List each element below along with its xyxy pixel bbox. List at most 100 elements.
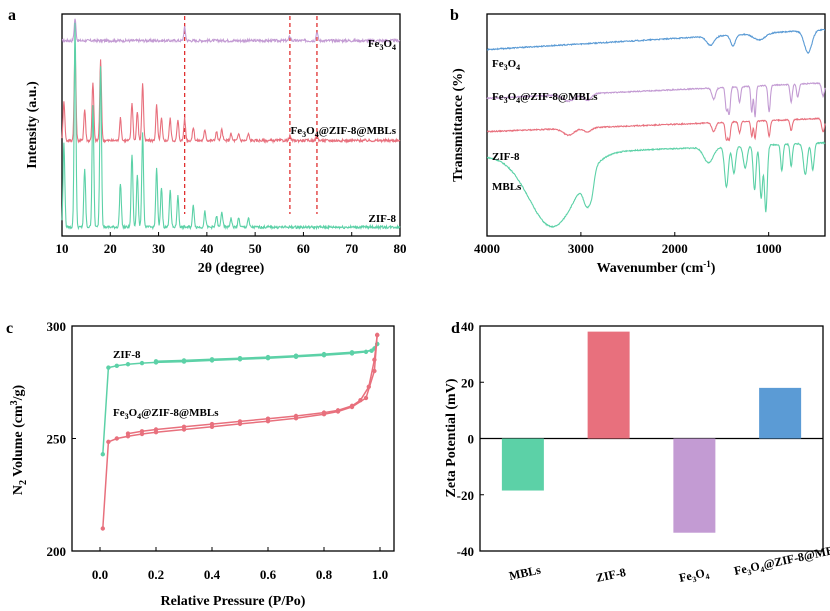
xrd-series-1 <box>61 47 401 145</box>
x-tick-label: 20 <box>104 241 117 256</box>
isotherm-point <box>335 408 341 413</box>
panel-b-y-axis-label: Transmittance (%) <box>451 68 466 182</box>
panel-d-zeta-chart: d -40 -20 0 20 40 MBLs ZIF-8 Fe3O4 Fe3O4@ZIF-8@… <box>444 319 830 587</box>
x-tick-label: 0.2 <box>148 567 164 582</box>
y-tick-label: 20 <box>461 375 474 390</box>
isotherm-point <box>237 419 243 424</box>
x-tick-label: 10 <box>56 241 69 256</box>
x-tick-label: 0.8 <box>316 567 333 582</box>
isotherm-point <box>125 431 131 436</box>
category-label-0: MBLs <box>508 563 543 583</box>
y-tick-label: 200 <box>47 544 67 559</box>
series-label-fe3o4-zif8-mbls: Fe3O4@ZIF-8@MBLs <box>113 407 219 421</box>
isotherm-point <box>181 358 187 363</box>
x-tick-label: 50 <box>249 241 262 256</box>
panel-d-letter: d <box>451 320 460 337</box>
ftir-series-2 <box>487 117 826 142</box>
x-tick-label: 2000 <box>662 241 688 256</box>
series-label-fe3o4: Fe3O4 <box>368 38 396 52</box>
isotherm-point <box>372 368 377 374</box>
isotherm-point <box>293 413 299 419</box>
y-tick-label: 0 <box>468 432 475 447</box>
y-tick-label: 40 <box>461 319 474 334</box>
isotherm-adsorption-line-0 <box>102 343 378 455</box>
x-tick-label: 0.4 <box>204 567 221 582</box>
category-label-2: Fe3O4 <box>678 565 711 587</box>
x-tick-label: 0.0 <box>92 567 108 582</box>
isotherm-point <box>114 363 120 369</box>
isotherm-point <box>366 384 371 389</box>
series-label-zif8: ZIF-8 <box>492 151 520 163</box>
series-label-fe3o4-zif8-mbls: Fe3O4@ZIF-8@MBLs <box>291 125 397 139</box>
ftir-series-0 <box>486 28 825 55</box>
isotherm-point <box>265 354 271 360</box>
isotherm-point <box>153 427 159 432</box>
xrd-series-0 <box>61 18 401 44</box>
panel-c-series <box>100 332 380 531</box>
isotherm-point <box>358 398 363 403</box>
x-tick-label: 1.0 <box>372 567 388 582</box>
panel-d-bars <box>480 331 823 533</box>
x-tick-label: 3000 <box>568 241 594 256</box>
isotherm-point <box>372 357 377 362</box>
panel-c-letter: c <box>6 320 13 337</box>
panel-b-x-axis-label: Wavenumber (cm-1) <box>597 259 716 276</box>
bar-fe3o4-zif-8-mbls <box>759 387 802 439</box>
panel-d-category-labels: MBLs ZIF-8 Fe3O4 Fe3O4@ZIF-8@MBLs <box>508 540 830 587</box>
panel-c-x-axis-label: Relative Pressure (P/Po) <box>161 594 306 609</box>
isotherm-point <box>237 355 243 361</box>
ftir-series-1 <box>486 82 826 118</box>
series-label-zif8: ZIF-8 <box>113 349 141 361</box>
y-tick-label: 300 <box>47 319 67 334</box>
isotherm-point <box>114 436 120 441</box>
category-label-3: Fe3O4@ZIF-8@MBLs <box>733 540 830 579</box>
panel-c-x-ticks: 0.0 0.2 0.4 0.6 0.8 1.0 <box>92 547 388 582</box>
isotherm-point <box>265 416 271 421</box>
bar-mbls <box>501 438 544 491</box>
isotherm-point <box>125 362 131 367</box>
series-label-mbls: MBLs <box>492 181 522 193</box>
bar-zif-8 <box>587 331 630 439</box>
isotherm-point <box>369 348 374 353</box>
isotherm-point <box>349 350 355 355</box>
panel-a-x-axis-label: 2θ (degree) <box>198 261 265 276</box>
panel-b-x-ticks: 4000 3000 2000 1000 <box>474 232 782 256</box>
isotherm-point <box>349 403 355 409</box>
isotherm-point <box>363 395 369 401</box>
x-tick-label: 40 <box>200 241 213 256</box>
isotherm-point <box>100 452 106 457</box>
xrd-series-2 <box>61 22 401 231</box>
panel-c-y-ticks: 200 250 300 <box>47 319 76 559</box>
isotherm-point <box>209 357 215 362</box>
series-label-zif8: ZIF-8 <box>369 213 397 225</box>
panel-c-y-axis-label: N2 Volume (cm3/g) <box>9 384 29 495</box>
isotherm-desorption-line-0 <box>155 343 378 363</box>
panel-c-isotherm-chart: c 0.0 0.2 0.4 0.6 0.8 1.0 200 250 300 ZIF-8 Fe3O… <box>6 319 395 609</box>
y-tick-label: -20 <box>457 488 474 503</box>
panel-b-ftir-chart: b 4000 3000 2000 1000 Fe3O4 Fe3O4@ZIF-8@MBLs… <box>450 7 826 276</box>
category-label-1: ZIF-8 <box>595 565 627 585</box>
isotherm-point <box>106 365 111 370</box>
panel-a-reference-lines <box>183 16 318 214</box>
y-tick-label: 250 <box>47 432 67 447</box>
ftir-series-3 <box>487 141 826 228</box>
y-tick-label: -40 <box>457 544 474 559</box>
isotherm-point <box>100 526 106 531</box>
isotherm-point <box>293 353 299 358</box>
panel-c-series-labels: ZIF-8 Fe3O4@ZIF-8@MBLs <box>113 349 219 421</box>
series-label-fe3o4-zif8-mbls: Fe3O4@ZIF-8@MBLs <box>492 91 598 105</box>
bar-fe3o4 <box>673 438 716 533</box>
panel-b-series <box>486 28 826 228</box>
series-label-fe3o4: Fe3O4 <box>492 58 520 72</box>
x-tick-label: 1000 <box>756 241 782 256</box>
panel-a-xrd-chart: a 10 20 30 40 50 60 70 80 Fe3O4 Fe3O4@ZIF-8@MBLs… <box>8 7 407 276</box>
isotherm-point <box>139 429 145 434</box>
panel-a-y-axis-label: Intensity (a.u.) <box>25 81 40 169</box>
x-tick-label: 70 <box>345 241 358 256</box>
panel-a-series <box>61 18 401 231</box>
panel-d-y-axis-label: Zeta Potential (mV) <box>444 378 459 497</box>
panel-a-plot-frame <box>61 13 401 237</box>
x-tick-label: 0.6 <box>260 567 277 582</box>
panel-b-letter: b <box>450 7 459 24</box>
